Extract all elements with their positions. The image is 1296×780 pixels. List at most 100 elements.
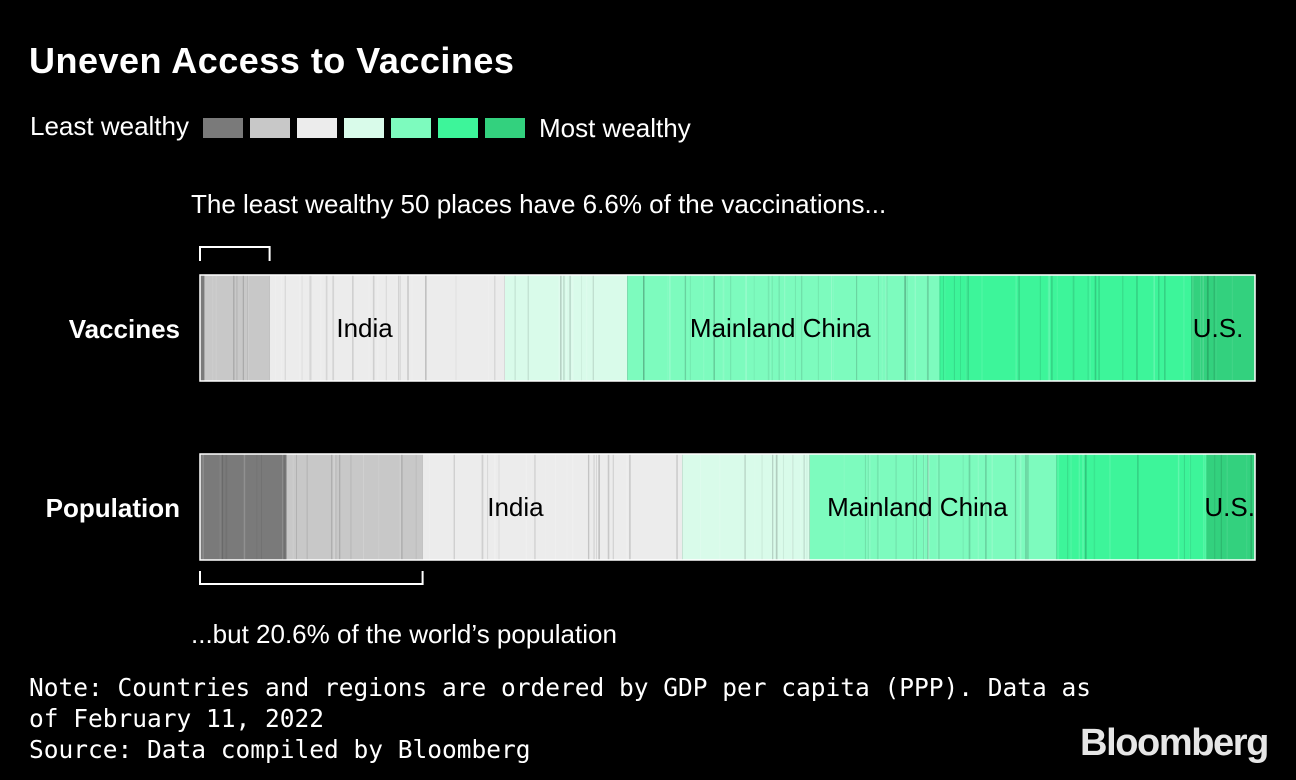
country-stripe bbox=[744, 454, 746, 560]
country-stripe bbox=[1058, 454, 1060, 560]
country-stripe bbox=[571, 275, 574, 381]
country-stripe bbox=[486, 454, 489, 560]
legend-swatch-3 bbox=[296, 118, 337, 138]
country-stripe bbox=[1158, 275, 1160, 381]
country-stripe bbox=[527, 275, 529, 381]
vaccines-bar-labels: India Mainland China U.S. bbox=[336, 313, 1243, 343]
country-stripe bbox=[525, 454, 527, 560]
country-stripe bbox=[1025, 454, 1027, 560]
country-stripe bbox=[283, 454, 286, 560]
row-label-vaccines: Vaccines bbox=[69, 314, 180, 344]
country-stripe bbox=[674, 454, 676, 560]
country-stripe bbox=[296, 454, 297, 560]
country-stripe bbox=[1014, 454, 1017, 560]
country-stripe bbox=[1072, 275, 1075, 381]
bar-segment-1-2 bbox=[422, 454, 683, 560]
country-stripe bbox=[372, 275, 375, 381]
country-stripe bbox=[912, 454, 914, 560]
country-stripe bbox=[753, 275, 755, 381]
country-stripe bbox=[791, 454, 793, 560]
country-stripe bbox=[784, 275, 786, 381]
country-stripe bbox=[885, 275, 887, 381]
bar-segment-1-3 bbox=[682, 454, 810, 560]
country-stripe bbox=[703, 275, 705, 381]
country-stripe bbox=[225, 454, 228, 560]
country-stripe bbox=[398, 275, 400, 381]
country-stripe bbox=[923, 454, 924, 560]
country-stripe bbox=[612, 454, 614, 560]
country-stripe bbox=[878, 454, 880, 560]
legend-swatches bbox=[202, 118, 525, 138]
country-stripe bbox=[282, 454, 284, 560]
country-stripe bbox=[754, 454, 756, 560]
row-label-population: Population bbox=[46, 493, 180, 523]
country-stripe bbox=[335, 454, 337, 560]
country-stripe bbox=[596, 454, 597, 560]
country-stripe bbox=[233, 275, 235, 381]
country-stripe bbox=[643, 275, 645, 381]
bar-segment-0-2 bbox=[269, 275, 505, 381]
country-stripe bbox=[248, 275, 249, 381]
country-stripe bbox=[1122, 275, 1124, 381]
country-stripe bbox=[877, 275, 880, 381]
country-stripe bbox=[1200, 275, 1201, 381]
country-stripe bbox=[350, 454, 352, 560]
bloomberg-logo: Bloomberg bbox=[1080, 722, 1269, 764]
country-stripe bbox=[967, 275, 969, 381]
country-stripe bbox=[769, 275, 771, 381]
country-stripe bbox=[856, 275, 858, 381]
country-stripe bbox=[783, 454, 784, 560]
country-stripe bbox=[525, 454, 528, 560]
bar-segment-1-0 bbox=[200, 454, 287, 560]
country-stripe bbox=[915, 454, 917, 560]
country-stripe bbox=[689, 275, 691, 381]
country-stripe bbox=[1089, 275, 1091, 381]
country-stripe bbox=[563, 275, 565, 381]
country-stripe bbox=[981, 275, 983, 381]
country-stripe bbox=[684, 275, 687, 381]
country-stripe bbox=[1226, 454, 1228, 560]
country-stripe bbox=[332, 454, 334, 560]
country-stripe bbox=[1214, 454, 1216, 560]
country-stripe bbox=[676, 454, 678, 560]
country-stripe bbox=[1191, 275, 1194, 381]
country-stripe bbox=[221, 454, 224, 560]
country-stripe bbox=[585, 275, 588, 381]
country-stripe bbox=[544, 454, 547, 560]
bar-label-0-1: Mainland China bbox=[690, 313, 871, 343]
country-stripe bbox=[817, 275, 819, 381]
country-stripe bbox=[565, 275, 568, 381]
country-stripe bbox=[561, 275, 563, 381]
country-stripe bbox=[991, 454, 993, 560]
country-stripe bbox=[411, 275, 413, 381]
country-stripe bbox=[453, 454, 456, 560]
country-stripe bbox=[906, 275, 908, 381]
note-line-1: Note: Countries and regions are ordered … bbox=[29, 673, 1092, 702]
country-stripe bbox=[1057, 454, 1059, 560]
footnote: Note: Countries and regions are ordered … bbox=[29, 672, 1092, 765]
top-annotation: The least wealthy 50 places have 6.6% of… bbox=[191, 189, 886, 219]
country-stripe bbox=[333, 275, 335, 381]
country-stripe bbox=[1215, 275, 1217, 381]
bottom-annotation: ...but 20.6% of the world’s population bbox=[191, 619, 617, 649]
country-stripe bbox=[368, 275, 370, 381]
country-stripe bbox=[904, 275, 906, 381]
country-stripe bbox=[592, 275, 595, 381]
country-stripe bbox=[939, 275, 941, 381]
country-stripe bbox=[1087, 275, 1089, 381]
legend-swatch-2 bbox=[249, 118, 290, 138]
country-stripe bbox=[1082, 454, 1084, 560]
country-stripe bbox=[1056, 275, 1058, 381]
country-stripe bbox=[926, 275, 929, 381]
country-stripe bbox=[1164, 275, 1166, 381]
country-stripe bbox=[292, 454, 294, 560]
country-stripe bbox=[667, 275, 669, 381]
country-stripe bbox=[927, 275, 929, 381]
country-stripe bbox=[378, 454, 380, 560]
country-stripe bbox=[558, 275, 560, 381]
bar-segment-1-5 bbox=[1056, 454, 1207, 560]
country-stripe bbox=[942, 275, 944, 381]
country-stripe bbox=[247, 275, 248, 381]
country-stripe bbox=[938, 454, 940, 560]
country-stripe bbox=[927, 454, 929, 560]
